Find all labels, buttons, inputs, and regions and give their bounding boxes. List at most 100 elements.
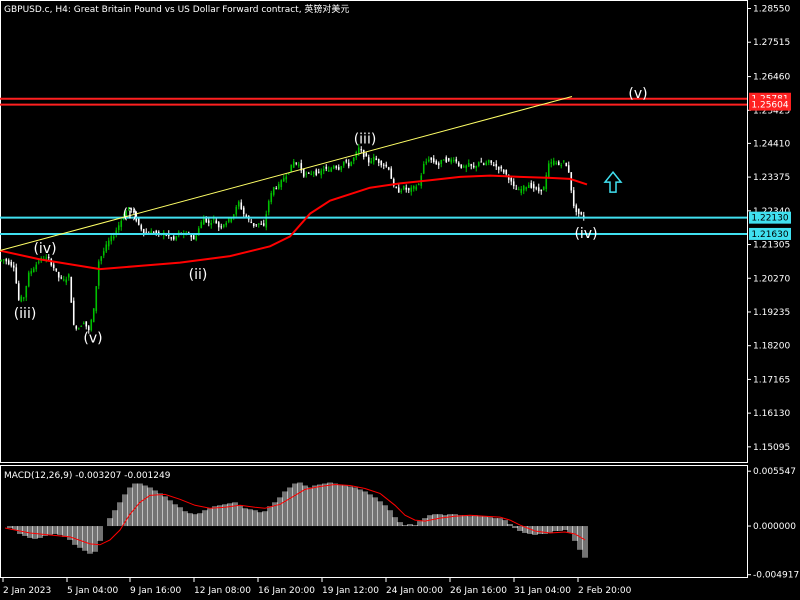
candle-body xyxy=(102,251,105,256)
candle-body xyxy=(7,260,10,265)
candle-body xyxy=(510,177,513,182)
candle-body xyxy=(440,159,443,164)
candle-body xyxy=(550,162,553,164)
candle-body xyxy=(12,265,15,268)
candle-body xyxy=(145,231,148,233)
candle-body xyxy=(352,157,355,162)
time-tick-label: 16 Jan 20:00 xyxy=(258,586,315,596)
time-tick-label: 5 Jan 04:00 xyxy=(67,586,119,596)
trendline xyxy=(0,95,573,252)
candle-body xyxy=(380,160,383,166)
candle-body xyxy=(377,159,380,163)
candle-body xyxy=(362,149,365,158)
candle-body xyxy=(467,163,470,167)
candle-body xyxy=(337,167,340,170)
candle-body xyxy=(395,187,398,189)
candle-body xyxy=(97,261,100,286)
candle-body xyxy=(407,188,410,191)
candle-body xyxy=(270,193,273,203)
candle-body xyxy=(455,159,458,162)
candle-body xyxy=(202,217,205,225)
candle-body xyxy=(545,175,548,189)
candle-body xyxy=(192,235,195,240)
candle-body xyxy=(290,164,293,173)
price-tick-label: 1.27515 xyxy=(753,38,790,48)
candle-body xyxy=(195,235,198,240)
candle-body xyxy=(235,206,238,215)
time-tick-label: 2 Feb 20:00 xyxy=(578,586,632,596)
price-tick-label: 1.23375 xyxy=(753,173,790,183)
time-tick-label: 31 Jan 04:00 xyxy=(514,586,571,596)
candle-body xyxy=(135,212,138,221)
candle-body xyxy=(482,163,485,165)
price-tick-label: 1.19235 xyxy=(753,308,790,318)
candle-body xyxy=(57,272,60,278)
candle-body xyxy=(172,236,175,240)
candle-body xyxy=(242,207,245,215)
candle-body xyxy=(422,163,425,174)
candle-body xyxy=(527,185,530,188)
candle-body xyxy=(87,326,90,331)
candle-body xyxy=(142,229,145,234)
candle-body xyxy=(345,160,348,162)
candle-body xyxy=(427,159,430,162)
candle-body xyxy=(447,158,450,161)
candle-body xyxy=(392,178,395,186)
candle-body xyxy=(540,189,543,192)
candle-body xyxy=(120,220,123,227)
candle-body xyxy=(255,224,258,226)
support-price-tag-label: 1.22130 xyxy=(751,214,788,224)
candle-body xyxy=(522,185,525,191)
candle-body xyxy=(525,187,528,190)
candle-body xyxy=(505,169,508,175)
candle-body xyxy=(302,168,305,177)
candle-body xyxy=(272,187,275,195)
candle-body xyxy=(115,230,118,235)
candle-body xyxy=(215,220,218,224)
candle-body xyxy=(10,261,13,266)
candle-body xyxy=(72,300,75,325)
candle-body xyxy=(67,274,70,278)
time-axis: 2 Jan 2023 5 Jan 04:00 9 Jan 16:00 12 Jan 0… xyxy=(2,577,632,596)
wave-label: (iv) xyxy=(574,226,597,242)
wave-label: (iii) xyxy=(14,306,37,322)
support-price-tag-label: 1.21630 xyxy=(751,230,788,240)
candle-body xyxy=(490,160,493,163)
candle-body xyxy=(502,169,505,173)
candle-body xyxy=(155,230,158,234)
candle-body xyxy=(207,220,210,223)
candle-body xyxy=(292,161,295,168)
candle-body xyxy=(572,190,575,207)
candle-body xyxy=(425,161,428,164)
candle-body xyxy=(257,223,260,225)
candle-body xyxy=(20,296,23,302)
macd-panel-frame xyxy=(0,465,748,578)
candle-body xyxy=(0,259,3,262)
candle-body xyxy=(275,188,278,190)
candle-body xyxy=(55,268,58,271)
candle-body xyxy=(547,163,550,177)
candle-body xyxy=(220,226,223,228)
candle-body xyxy=(230,218,233,222)
candle-body xyxy=(465,165,468,169)
price-tick-label: 1.18200 xyxy=(753,342,790,352)
candle-body xyxy=(157,231,160,234)
candle-body xyxy=(487,159,490,163)
candle-body xyxy=(532,184,535,189)
candle-body xyxy=(570,172,573,191)
candle-body xyxy=(460,164,463,168)
macd-histogram xyxy=(7,482,588,558)
candle-body xyxy=(552,160,555,165)
candle-body xyxy=(82,322,85,325)
time-tick-label: 24 Jan 00:00 xyxy=(386,586,443,596)
candle-body xyxy=(62,279,65,281)
candle-body xyxy=(470,164,473,166)
candle-body xyxy=(387,167,390,170)
price-tick-label: 1.24410 xyxy=(753,139,790,149)
candle-body xyxy=(110,236,113,242)
macd-title: MACD(12,26,9) -0.003207 -0.001249 xyxy=(4,471,171,481)
moving-average-line xyxy=(0,174,588,271)
candle-body xyxy=(280,180,283,188)
candle-body xyxy=(332,165,335,169)
